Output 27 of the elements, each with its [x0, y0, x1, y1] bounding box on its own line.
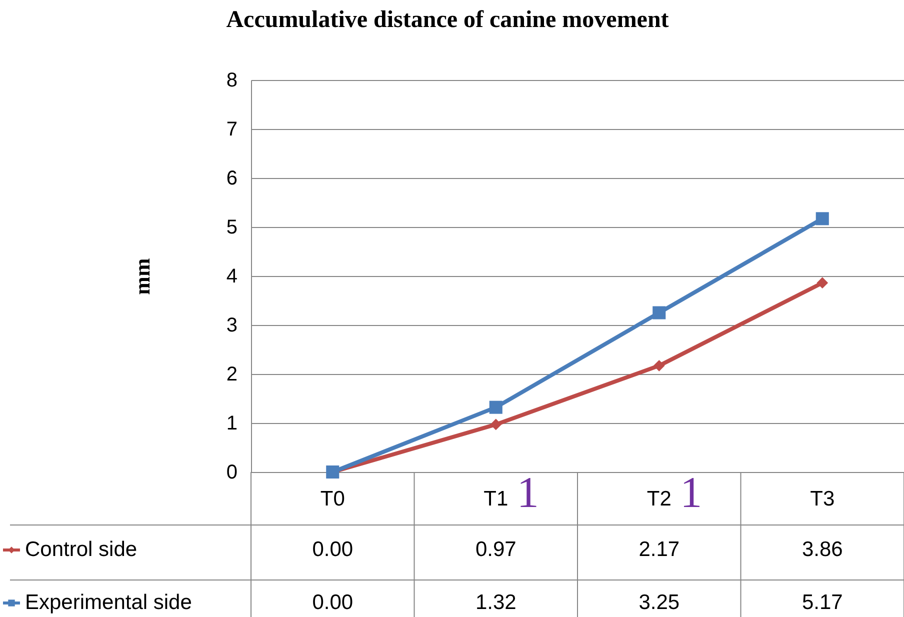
data-label: 0.00	[312, 538, 354, 561]
y-tick-label: 5	[226, 216, 238, 238]
legend-label: Control side	[25, 538, 138, 561]
legend-label: Experimental side	[25, 591, 192, 614]
chart-title: Accumulative distance of canine movement	[226, 7, 669, 33]
x-tick-label: T3	[810, 488, 835, 510]
data-label: 3.86	[802, 538, 843, 561]
data-label: 2.17	[638, 538, 680, 561]
y-axis-title: mm	[129, 258, 154, 295]
y-tick-label: 3	[226, 314, 238, 336]
data-label: 3.25	[638, 591, 680, 614]
data-label: 0.97	[475, 538, 516, 561]
y-tick-label: 7	[226, 118, 238, 140]
y-tick-label: 6	[226, 168, 238, 190]
data-label: 5.17	[802, 591, 843, 614]
annotation: 1	[680, 468, 702, 517]
y-tick-label: 8	[226, 70, 238, 92]
x-tick-label: T1	[484, 488, 508, 510]
y-tick-label: 0	[226, 462, 238, 484]
x-tick-label: T2	[646, 488, 672, 510]
y-tick-label: 4	[226, 266, 238, 288]
x-tick-label: T0	[320, 488, 345, 510]
data-label: 1.32	[475, 591, 516, 614]
y-tick-label: 1	[226, 412, 238, 434]
annotation: 1	[516, 468, 539, 517]
y-tick-label: 2	[226, 364, 238, 386]
data-label: 0.00	[312, 591, 354, 614]
